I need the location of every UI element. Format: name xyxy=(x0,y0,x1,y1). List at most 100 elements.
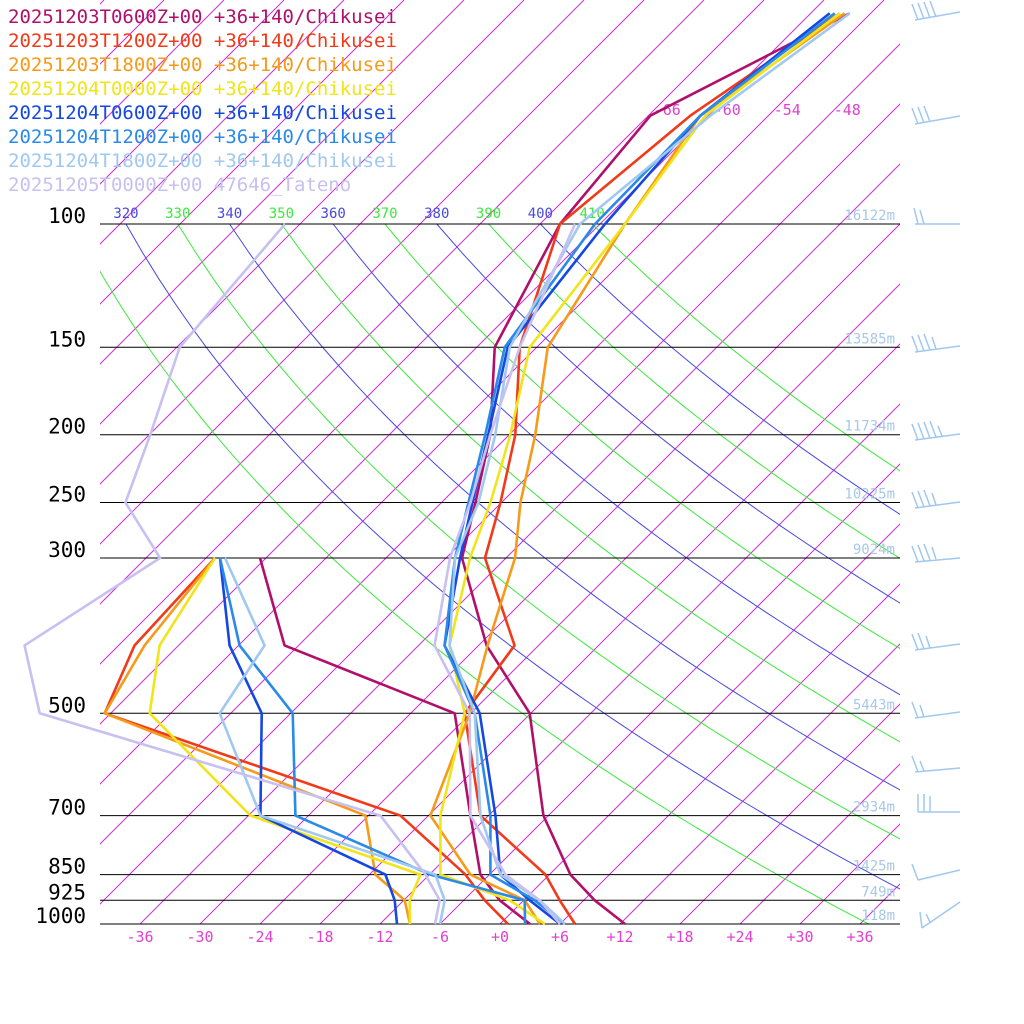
isotherm xyxy=(679,703,900,924)
theta-label: 370 xyxy=(372,206,397,222)
wind-barb xyxy=(911,105,961,125)
pressure-label: 850 xyxy=(48,855,86,879)
temperature-label: +24 xyxy=(726,928,753,946)
wind-barbs xyxy=(911,0,961,929)
dry-adiabat xyxy=(229,223,900,791)
isotherm xyxy=(100,0,885,785)
theta-labels: 310 320 330 340 350 360 370 380 390 400 410 xyxy=(113,206,604,222)
temperature-label: -36 xyxy=(126,928,153,946)
top-temperature-label: -66 xyxy=(654,101,681,119)
height-label: 16122m xyxy=(844,208,895,224)
wind-barb xyxy=(911,489,961,509)
isotherm xyxy=(499,523,900,924)
wind-barb xyxy=(911,543,961,563)
temperature-label: -12 xyxy=(366,928,393,946)
pressure-label: 200 xyxy=(48,415,86,439)
legend-entry: 20251203T0600Z+00 +36+140/Chikusei xyxy=(8,6,397,28)
dry-adiabat xyxy=(280,223,900,743)
top-temperature-label: -48 xyxy=(834,101,861,119)
wind-barb xyxy=(911,420,961,441)
temperature-line xyxy=(439,12,841,926)
legend-entry: 20251204T1200Z+00 +36+140/Chikusei xyxy=(8,126,397,148)
wind-barb xyxy=(911,701,961,719)
wind-barb xyxy=(913,207,960,225)
dewpoint-line xyxy=(218,557,399,925)
theta-label: 380 xyxy=(424,206,449,222)
theta-label: 350 xyxy=(269,206,294,222)
isotherm xyxy=(619,643,900,924)
pressure-label: 300 xyxy=(48,538,86,562)
pressure-label: 925 xyxy=(48,880,86,904)
isotherm xyxy=(100,0,525,425)
temperature-label: +18 xyxy=(666,928,693,946)
pressure-label: 100 xyxy=(48,204,86,228)
dewpoint-line xyxy=(148,557,422,925)
wind-barb xyxy=(911,0,961,21)
temperature-line xyxy=(433,223,577,925)
wind-barb xyxy=(911,755,961,773)
dewpoint-line xyxy=(103,557,509,925)
isotherm xyxy=(439,463,900,924)
legend-entry: 20251204T1800Z+00 +36+140/Chikusei xyxy=(8,150,397,172)
temperature-label: +12 xyxy=(606,928,633,946)
temperature-label: -6 xyxy=(431,928,449,946)
pressure-label: 700 xyxy=(48,796,86,820)
height-label: 13585m xyxy=(844,331,895,347)
temperature-line xyxy=(448,12,851,925)
theta-label: 360 xyxy=(321,206,346,222)
height-label: 10225m xyxy=(844,487,895,503)
temperature-line xyxy=(443,12,836,926)
dry-adiabat xyxy=(591,223,900,472)
temperature-label: -18 xyxy=(306,928,333,946)
isotherm xyxy=(319,343,900,924)
legend: 20251203T0600Z+00 +36+140/Chikusei202512… xyxy=(8,6,397,196)
isotherm xyxy=(100,0,285,185)
isotherm xyxy=(559,583,900,924)
theta-label: 400 xyxy=(528,206,553,222)
height-label: 118m xyxy=(861,908,895,924)
legend-entry: 20251204T0600Z+00 +36+140/Chikusei xyxy=(8,102,397,124)
height-label: 749m xyxy=(861,884,895,900)
isotherm xyxy=(100,0,585,485)
dewpoint-line xyxy=(218,557,527,925)
dry-adiabat xyxy=(125,223,900,890)
dry-adiabat xyxy=(488,223,900,559)
theta-label: 330 xyxy=(165,206,190,222)
wind-barb xyxy=(911,632,961,651)
temperature-label: -30 xyxy=(186,928,213,946)
legend-entry: 20251203T1200Z+00 +36+140/Chikusei xyxy=(8,30,397,52)
theta-label: 340 xyxy=(217,206,242,222)
pressure-label: 1000 xyxy=(35,904,86,928)
isotherm xyxy=(739,763,900,924)
wind-barb xyxy=(919,901,961,929)
dewpoint-line xyxy=(23,223,442,925)
temperature-label: -24 xyxy=(246,928,273,946)
isotherm xyxy=(100,0,825,725)
top-temperature-label: -54 xyxy=(774,101,801,119)
temperature-label: +36 xyxy=(846,928,873,946)
height-label: 5443m xyxy=(853,697,895,713)
dry-adiabat xyxy=(332,223,900,696)
isotherm xyxy=(100,0,465,365)
isotherm xyxy=(379,403,900,924)
dewpoint-line xyxy=(103,557,412,925)
wind-barb xyxy=(917,794,960,813)
theta-label: 320 xyxy=(113,206,138,222)
pressure-label: 250 xyxy=(48,483,86,507)
isotherm xyxy=(199,223,900,924)
wind-barb xyxy=(911,333,961,353)
temperature-label: +30 xyxy=(786,928,813,946)
legend-entry: 20251205T0000Z+00 47646_Tateno xyxy=(8,174,351,196)
height-label: 11734m xyxy=(844,419,895,435)
isotherm xyxy=(100,0,705,605)
height-label: 2934m xyxy=(853,800,895,816)
temperature-label: +0 xyxy=(491,928,509,946)
temperature-label: +6 xyxy=(551,928,569,946)
isotherm xyxy=(259,283,900,924)
pressure-label: 150 xyxy=(48,327,86,351)
height-label: 9024m xyxy=(853,542,895,558)
isotherm xyxy=(100,0,645,545)
isotherm xyxy=(100,0,345,245)
